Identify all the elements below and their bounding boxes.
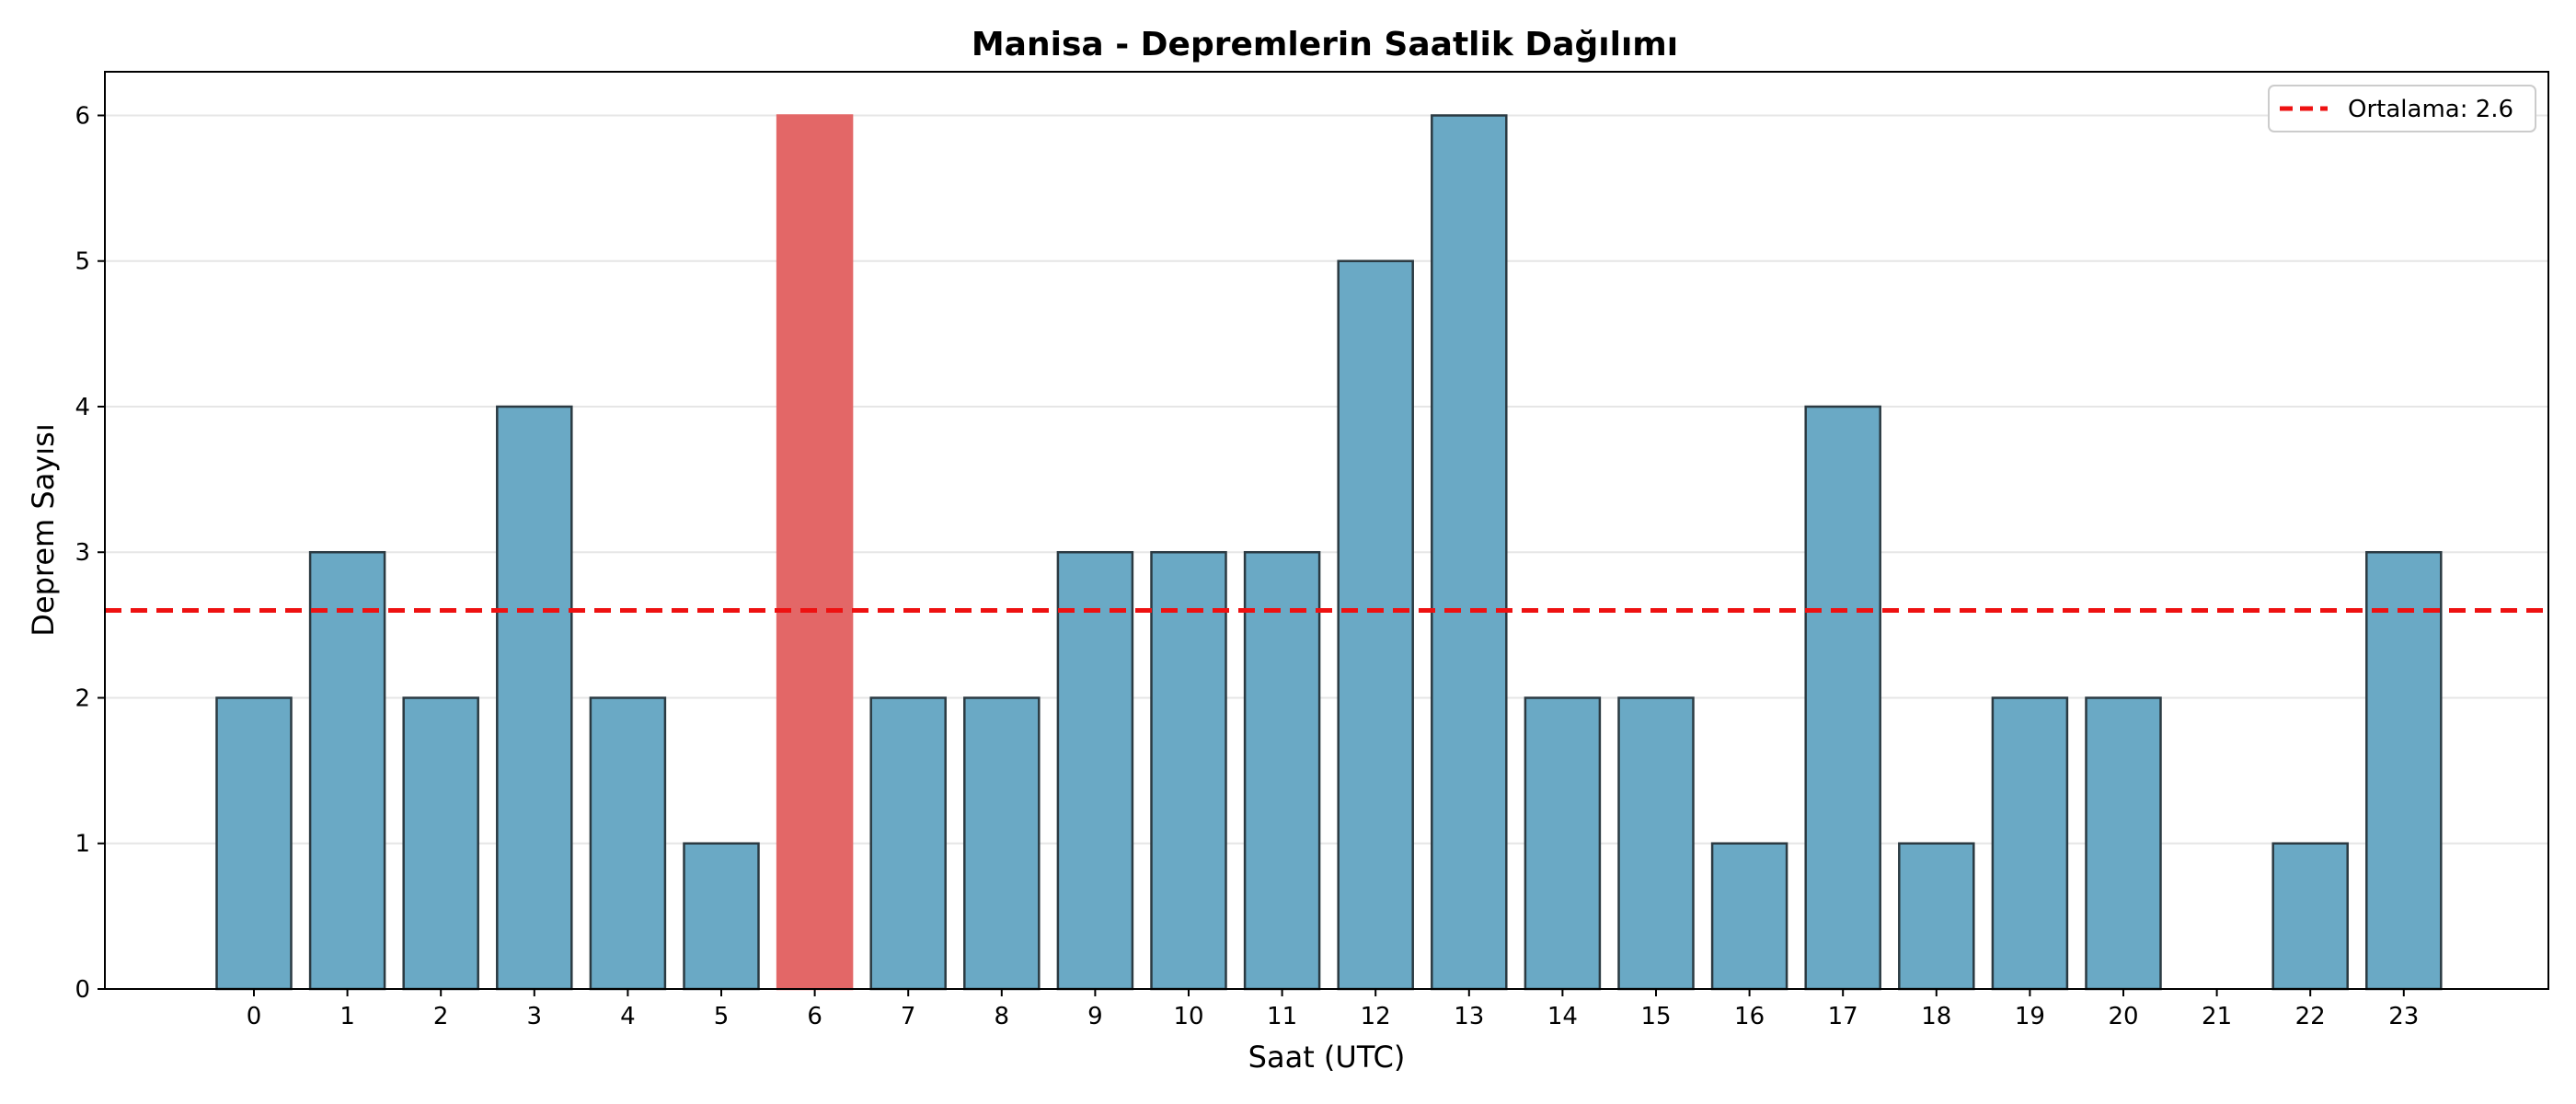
x-tick-label: 16 bbox=[1734, 1003, 1765, 1030]
bar-hour-20 bbox=[2085, 696, 2162, 991]
bar-hour-14 bbox=[1524, 696, 1602, 991]
bar-hour-4 bbox=[589, 696, 667, 991]
bar-hour-10 bbox=[1150, 550, 1227, 991]
x-tick-label: 23 bbox=[2388, 1003, 2419, 1030]
bar-hour-7 bbox=[869, 696, 947, 991]
x-axis-label: Saat (UTC) bbox=[1248, 1040, 1406, 1075]
y-tick-label: 1 bbox=[75, 831, 90, 858]
y-axis-ticks: 0 1 2 3 4 5 6 bbox=[75, 102, 105, 1004]
legend-box bbox=[2268, 85, 2536, 132]
x-tick-label: 5 bbox=[714, 1003, 730, 1030]
x-tick-label: 9 bbox=[1087, 1003, 1103, 1030]
x-tick-label: 12 bbox=[1361, 1003, 1391, 1030]
legend: Ortalama: 2.6 bbox=[2268, 85, 2536, 132]
y-tick-label: 6 bbox=[75, 102, 90, 130]
y-tick-label: 2 bbox=[75, 684, 90, 712]
y-tick-label: 0 bbox=[75, 976, 90, 1004]
x-tick-label: 22 bbox=[2295, 1003, 2326, 1030]
y-tick-label: 4 bbox=[75, 394, 90, 421]
plot-frame bbox=[104, 71, 2549, 990]
y-tick-label: 3 bbox=[75, 539, 90, 567]
x-tick-label: 8 bbox=[995, 1003, 1010, 1030]
bar-hour-1 bbox=[308, 550, 386, 991]
bar-hour-5 bbox=[683, 842, 760, 991]
x-tick-label: 20 bbox=[2108, 1003, 2138, 1030]
bar-hour-23 bbox=[2365, 550, 2443, 991]
bar-hour-2 bbox=[402, 696, 479, 991]
x-tick-label: 18 bbox=[1921, 1003, 1951, 1030]
x-tick-label: 7 bbox=[901, 1003, 916, 1030]
x-tick-label: 17 bbox=[1828, 1003, 1858, 1030]
x-tick-label: 21 bbox=[2202, 1003, 2232, 1030]
bar-hour-11 bbox=[1243, 550, 1321, 991]
x-axis-ticks: 0 1 2 3 4 5 6 7 8 9 10 11 12 13 14 15 16 17 18 19 20 21 22 23 bbox=[247, 989, 2419, 1030]
x-tick-label: 15 bbox=[1640, 1003, 1671, 1030]
x-tick-label: 10 bbox=[1173, 1003, 1203, 1030]
x-tick-label: 14 bbox=[1547, 1003, 1578, 1030]
chart-title: Manisa - Depremlerin Saatlik Dağılımı bbox=[972, 26, 1678, 63]
bar-hour-3 bbox=[496, 405, 573, 991]
x-tick-label: 2 bbox=[433, 1003, 449, 1030]
bar-hour-22 bbox=[2271, 842, 2349, 991]
bar-hour-9 bbox=[1056, 550, 1134, 991]
x-tick-label: 6 bbox=[807, 1003, 822, 1030]
x-tick-label: 11 bbox=[1267, 1003, 1297, 1030]
bar-hour-19 bbox=[1991, 696, 2069, 991]
bar-hour-0 bbox=[215, 696, 293, 991]
bar-hour-12 bbox=[1337, 259, 1414, 991]
y-axis-label: Deprem Sayısı bbox=[26, 423, 61, 636]
x-tick-label: 0 bbox=[247, 1003, 262, 1030]
x-tick-label: 4 bbox=[620, 1003, 636, 1030]
x-tick-label: 3 bbox=[527, 1003, 543, 1030]
x-tick-label: 1 bbox=[339, 1003, 355, 1030]
y-tick-label: 5 bbox=[75, 248, 90, 276]
bar-hour-15 bbox=[1617, 696, 1695, 991]
bar-hour-8 bbox=[963, 696, 1041, 991]
bar-hour-18 bbox=[1898, 842, 1975, 991]
bar-hour-16 bbox=[1710, 842, 1788, 991]
x-tick-label: 19 bbox=[2015, 1003, 2045, 1030]
bar-hour-13 bbox=[1431, 114, 1508, 991]
bar-hour-6 bbox=[776, 114, 854, 991]
legend-mean-label: Ortalama: 2.6 bbox=[2348, 96, 2513, 123]
bar-hour-17 bbox=[1804, 405, 1881, 991]
bars bbox=[215, 114, 2443, 991]
x-tick-label: 13 bbox=[1454, 1003, 1484, 1030]
